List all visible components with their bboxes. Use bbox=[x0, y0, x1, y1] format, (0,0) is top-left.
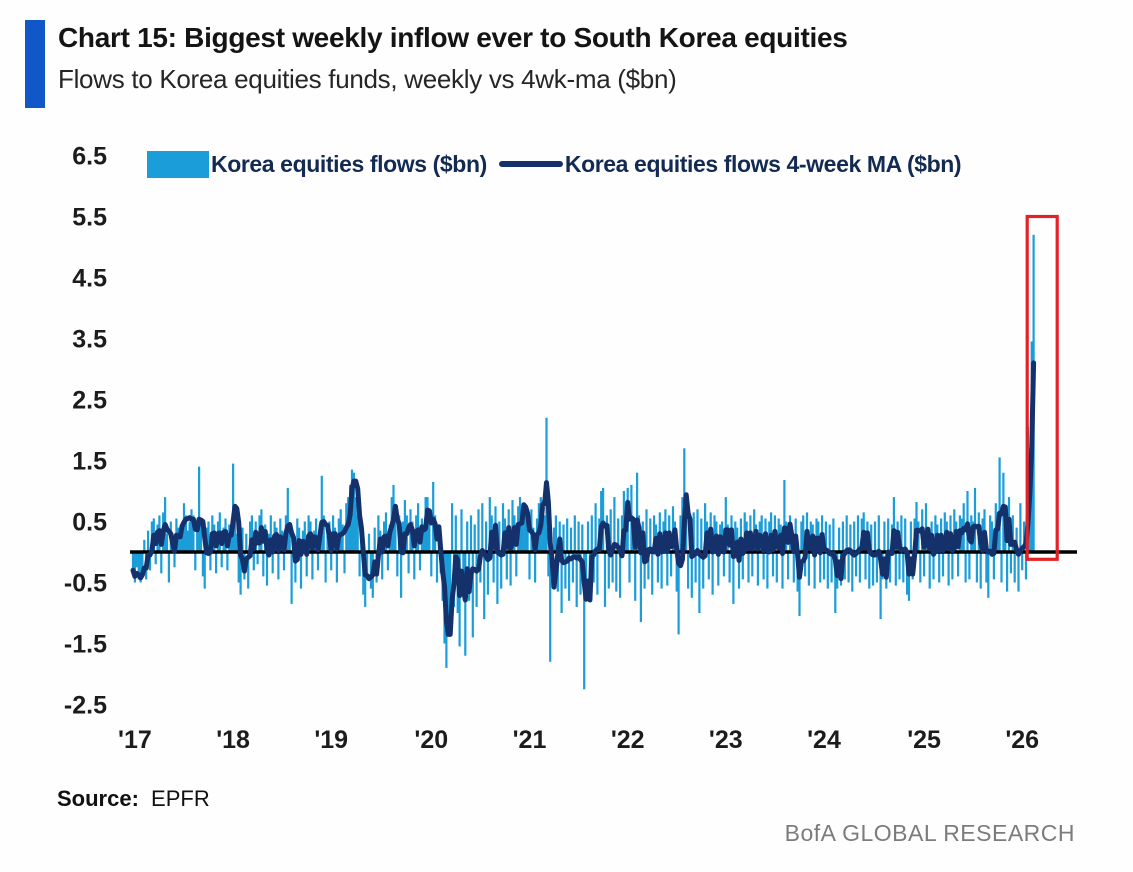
x-tick-label: '22 bbox=[611, 726, 645, 754]
x-tick-label: '23 bbox=[709, 726, 743, 754]
y-tick-label: 5.5 bbox=[72, 204, 107, 232]
x-tick-label: '26 bbox=[1005, 726, 1039, 754]
bar-series-swatch bbox=[147, 150, 209, 178]
x-tick-label: '19 bbox=[314, 726, 348, 754]
chart-title: Chart 15: Biggest weekly inflow ever to … bbox=[58, 22, 848, 53]
record-inflow-highlight-box bbox=[1025, 214, 1059, 561]
x-tick-label: '20 bbox=[414, 726, 448, 754]
x-tick-label: '17 bbox=[118, 726, 152, 754]
y-tick-label: 2.5 bbox=[72, 387, 107, 415]
ma-line-label: Korea equities flows 4-week MA ($bn) bbox=[564, 150, 962, 177]
source-line: Source: EPFR bbox=[57, 786, 210, 812]
y-tick-label: -2.5 bbox=[64, 692, 107, 720]
bar-series-label: Korea equities flows ($bn) bbox=[211, 150, 487, 177]
y-tick-label: 4.5 bbox=[72, 265, 107, 293]
ma-line-swatch bbox=[498, 161, 563, 167]
weekly-flow-bars bbox=[131, 234, 1035, 690]
y-tick-label: 3.5 bbox=[72, 326, 107, 354]
x-tick-label: '25 bbox=[907, 726, 941, 754]
y-axis-tick-labels: 6.5 5.5 4.5 3.5 2.5 1.5 0.5 -0.5 -1.5 -2.5 bbox=[64, 143, 107, 720]
y-tick-label: -0.5 bbox=[64, 570, 107, 598]
x-tick-label: '18 bbox=[216, 726, 250, 754]
bofa-global-research-brand: BofA GLOBAL RESEARCH bbox=[784, 820, 1075, 846]
source-label: Source: bbox=[57, 786, 139, 811]
chart-legend: Korea equities flows ($bn) Korea equitie… bbox=[147, 148, 962, 180]
title-accent-bar bbox=[25, 20, 45, 108]
y-tick-label: 0.5 bbox=[72, 509, 107, 537]
x-tick-label: '24 bbox=[807, 726, 841, 754]
y-tick-label: 6.5 bbox=[72, 143, 107, 171]
y-tick-label: -1.5 bbox=[64, 631, 107, 659]
ma-line bbox=[130, 360, 1037, 637]
source-value: EPFR bbox=[151, 786, 210, 811]
x-axis-tick-labels: '17 '18 '19 '20 '21 '22 '23 '24 '25 '26 bbox=[118, 726, 1039, 754]
y-tick-label: 1.5 bbox=[72, 448, 107, 476]
x-tick-label: '21 bbox=[513, 726, 547, 754]
chart-subtitle: Flows to Korea equities funds, weekly vs… bbox=[58, 64, 677, 94]
